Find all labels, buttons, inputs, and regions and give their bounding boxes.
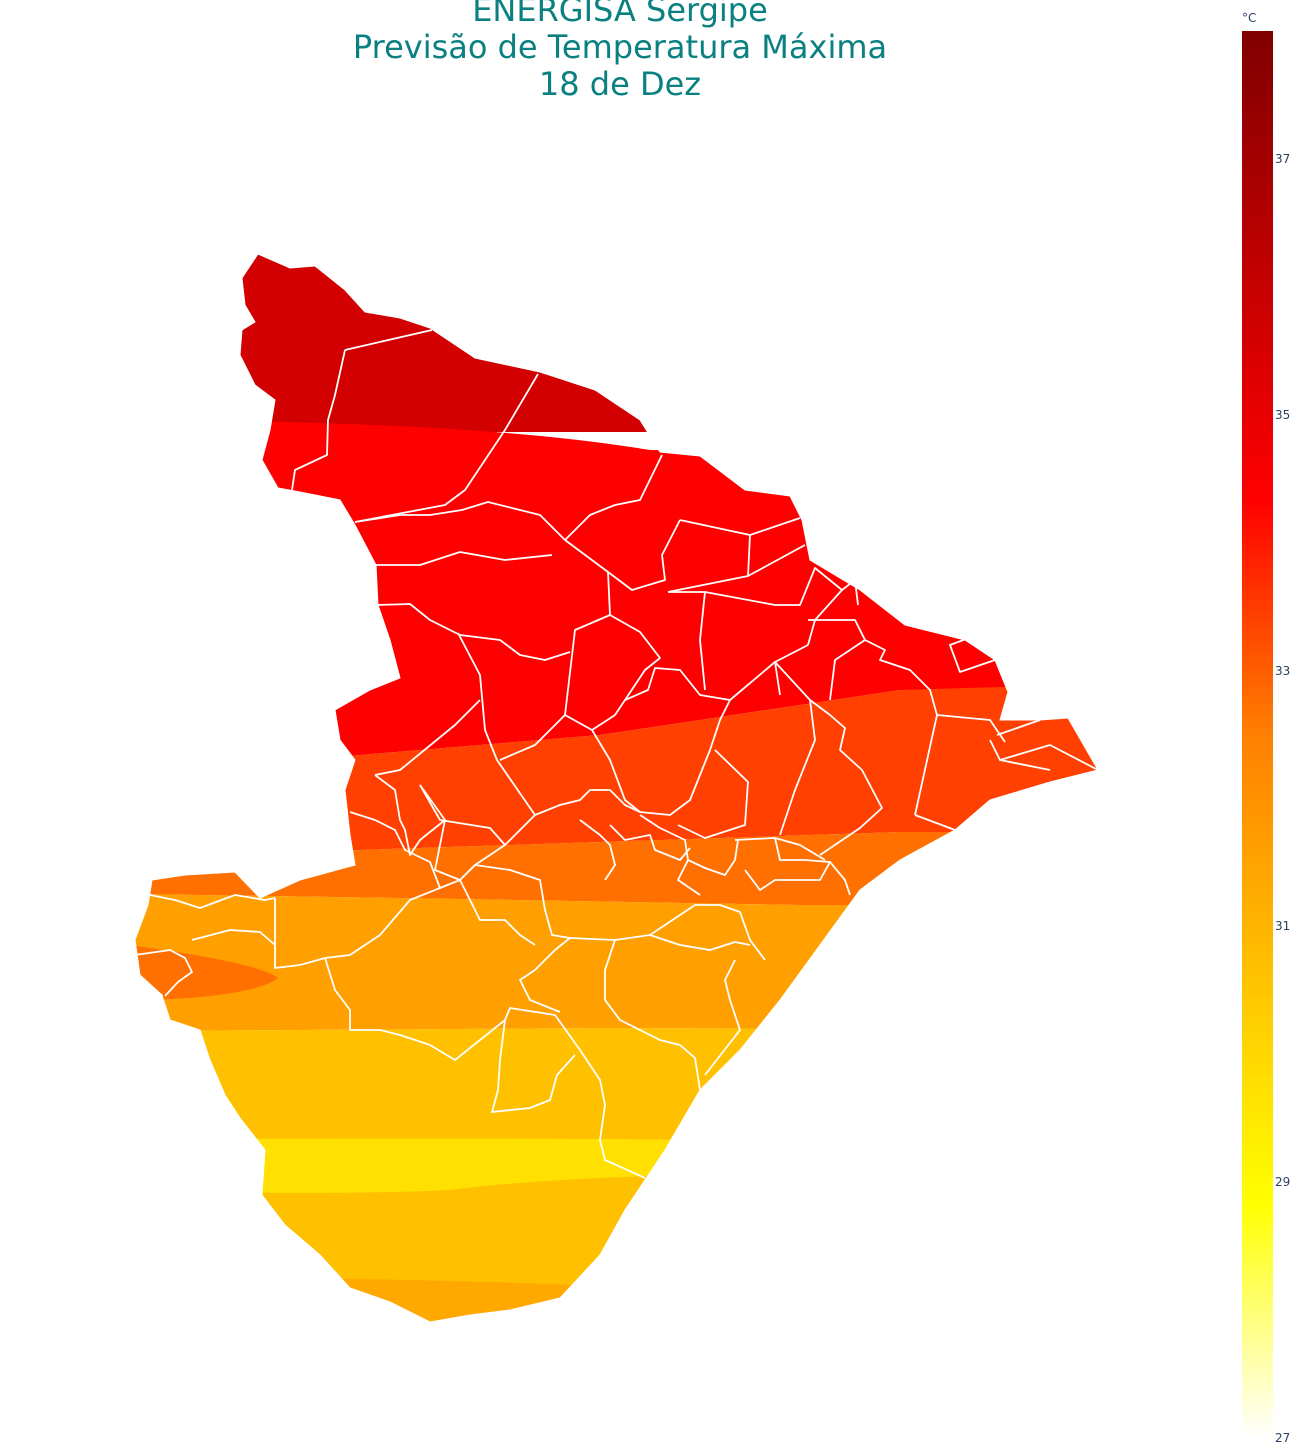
title-company: ENERGISA Sergipe — [472, 0, 768, 29]
colorbar — [1242, 31, 1273, 1438]
title-date: 18 de Dez — [538, 65, 702, 103]
state-boundary — [134, 253, 1099, 1323]
colorbar-tick-37: 37 — [1275, 151, 1291, 166]
colorbar-tick-33: 33 — [1275, 663, 1291, 678]
municipal-boundaries — [134, 329, 1099, 1179]
colorbar-tick-29: 29 — [1275, 1175, 1291, 1190]
colorbar-tick-27: 27 — [1275, 1431, 1291, 1445]
colorbar-tick-35: 35 — [1275, 407, 1291, 422]
colorbar-tick-31: 31 — [1275, 919, 1291, 934]
colorbar-unit-label: °C — [1242, 11, 1257, 25]
title-forecast: Previsão de Temperatura Máxima — [352, 28, 888, 66]
temperature-band-south-tip — [135, 1277, 1098, 1322]
temperature-band-central — [135, 832, 1098, 905]
map-title: ENERGISA Sergipe Previsão de Temperatura… — [0, 0, 1240, 103]
temperature-band-west-hotspot — [135, 945, 278, 1000]
temperature-band-north — [135, 254, 1098, 432]
temperature-map — [134, 253, 1099, 1323]
